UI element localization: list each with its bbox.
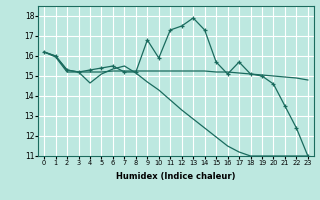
X-axis label: Humidex (Indice chaleur): Humidex (Indice chaleur) (116, 172, 236, 181)
